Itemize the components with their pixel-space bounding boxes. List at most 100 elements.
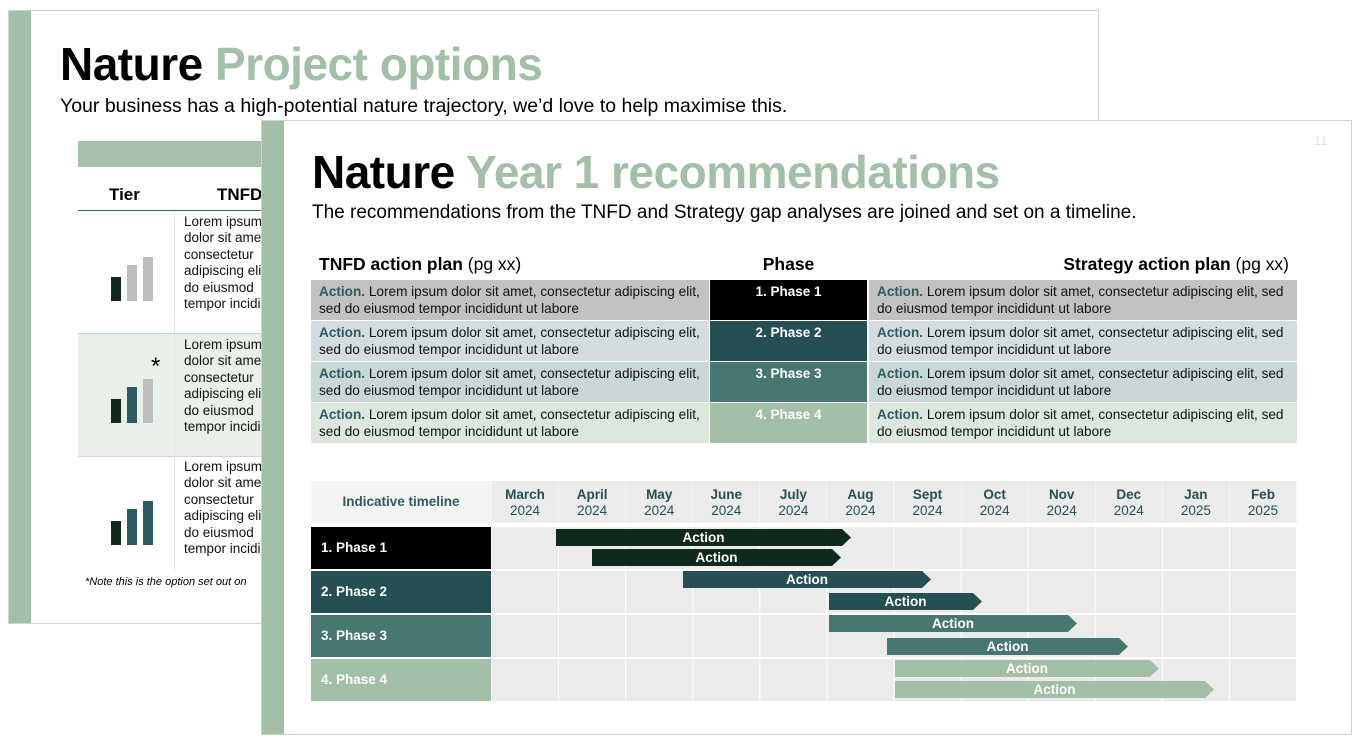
tier-bar: [127, 509, 137, 545]
grid-cell: [961, 527, 1028, 569]
grid-cell: [760, 615, 827, 657]
month-year: 2024: [912, 503, 943, 518]
month-year: 2024: [1113, 503, 1144, 518]
grid-cell: [626, 659, 693, 701]
grid-cell: [559, 615, 626, 657]
tier-bar: [111, 277, 121, 301]
action-label: Action: [987, 639, 1029, 654]
tier-bar: [143, 257, 153, 301]
month-name: May: [646, 487, 673, 502]
grid-cell: [1229, 571, 1296, 613]
action-cell: Action. Lorem ipsum dolor sit amet, cons…: [869, 403, 1297, 443]
month-name: Sept: [912, 487, 943, 502]
header-normal: (pg xx): [1235, 254, 1289, 274]
action-label: Action: [885, 594, 927, 609]
phase-label: 3. Phase 3: [311, 615, 491, 657]
action-arrow: [829, 615, 1077, 632]
phase-cell: 3. Phase 3: [710, 362, 867, 402]
action-text: Lorem ipsum dolor sit amet, consectetur …: [319, 366, 700, 398]
action-cell: Action. Lorem ipsum dolor sit amet, cons…: [869, 321, 1297, 361]
front-slide: 11 Nature Year 1 recommendations The rec…: [261, 120, 1352, 735]
phase-cell: 2. Phase 2: [710, 321, 867, 361]
slide-title: Nature Year 1 recommendations: [312, 145, 1000, 199]
month-year: 2025: [1247, 503, 1278, 518]
action-text: Lorem ipsum dolor sit amet, consectetur …: [877, 366, 1284, 398]
month-header: Dec 2024: [1095, 481, 1162, 523]
action-arrow: [683, 571, 931, 588]
month-header: Nov 2024: [1028, 481, 1095, 523]
action-label: Action: [1034, 682, 1076, 697]
action-lead: Action.: [319, 407, 366, 422]
month-name: April: [576, 487, 608, 502]
right-header: Strategy action plan (pg xx): [1063, 254, 1289, 275]
phase-label: 1. Phase 1: [311, 527, 491, 569]
grid-cell: [1229, 615, 1296, 657]
action-label: Action: [696, 550, 738, 565]
action-cell: Action. Lorem ipsum dolor sit amet, cons…: [311, 362, 709, 402]
month-header: Sept 2024: [894, 481, 961, 523]
row-text-line: dolor sit amet,: [184, 353, 269, 369]
action-label: Action: [932, 616, 974, 631]
month-header: Oct 2024: [961, 481, 1028, 523]
row-text-line: dolor sit amet,: [184, 230, 269, 246]
action-arrow: [895, 681, 1214, 698]
action-text: Lorem ipsum dolor sit amet, consectetur …: [877, 325, 1284, 357]
phase-label: 2. Phase 2: [311, 571, 491, 613]
tier-bar: [127, 387, 137, 423]
grid-cell: [1095, 527, 1162, 569]
action-lead: Action.: [877, 366, 924, 381]
row-text-line: adipiscing elit,: [184, 508, 269, 524]
month-header: Aug 2024: [827, 481, 894, 523]
slide-subtitle: The recommendations from the TNFD and St…: [312, 202, 1137, 223]
month-header: May 2024: [626, 481, 693, 523]
title-bold: Nature: [60, 38, 203, 90]
grid-cell: [1028, 527, 1095, 569]
row-text-line: dolor sit amet,: [184, 475, 269, 491]
grid-cell: [894, 527, 961, 569]
action-text: Lorem ipsum dolor sit amet, consectetur …: [319, 284, 700, 316]
grid-cell: [492, 659, 559, 701]
month-name: Nov: [1048, 487, 1075, 502]
action-cell: Action. Lorem ipsum dolor sit amet, cons…: [869, 280, 1297, 320]
month-header: June 2024: [693, 481, 760, 523]
month-year: 2024: [644, 503, 675, 518]
month-year: 2024: [510, 503, 541, 518]
month-name: July: [779, 487, 807, 502]
grid-cell: [1229, 659, 1296, 701]
page-number: 11: [1314, 133, 1328, 148]
month-header: April 2024: [559, 481, 626, 523]
title-bold: Nature: [312, 146, 455, 198]
row-text-line: do eiusmod: [184, 402, 254, 418]
grid-cell: [559, 571, 626, 613]
action-lead: Action.: [877, 284, 924, 299]
action-label: Action: [683, 530, 725, 545]
action-arrow: [895, 660, 1159, 677]
grid-cell: [1095, 571, 1162, 613]
row-text-line: do eiusmod: [184, 279, 254, 295]
grid-cell: [1028, 571, 1095, 613]
month-header: July 2024: [760, 481, 827, 523]
phase-label: 4. Phase 4: [311, 659, 491, 701]
header-bold: TNFD action plan: [319, 254, 463, 274]
month-name: Aug: [847, 487, 874, 502]
grid-cell: [827, 659, 894, 701]
table-header: TNFD: [217, 185, 263, 204]
slide-stripe: [9, 11, 31, 623]
tier-bar: [143, 501, 153, 545]
grid-cell: [1162, 527, 1229, 569]
phase-cell: 1. Phase 1: [710, 280, 867, 320]
row-text-line: consectetur: [184, 369, 254, 385]
month-year: 2024: [845, 503, 876, 518]
row-text-line: consectetur: [184, 491, 254, 507]
action-lead: Action.: [877, 407, 924, 422]
grid-cell: [492, 571, 559, 613]
action-cell: Action. Lorem ipsum dolor sit amet, cons…: [311, 403, 709, 443]
month-name: Jan: [1184, 487, 1208, 502]
action-arrow: [556, 529, 851, 546]
action-label: Action: [1006, 661, 1048, 676]
header-normal: (pg xx): [467, 254, 522, 274]
month-year: 2024: [979, 503, 1010, 518]
title-accent: Year 1 recommendations: [466, 146, 1000, 198]
action-cell: Action. Lorem ipsum dolor sit amet, cons…: [311, 321, 709, 361]
